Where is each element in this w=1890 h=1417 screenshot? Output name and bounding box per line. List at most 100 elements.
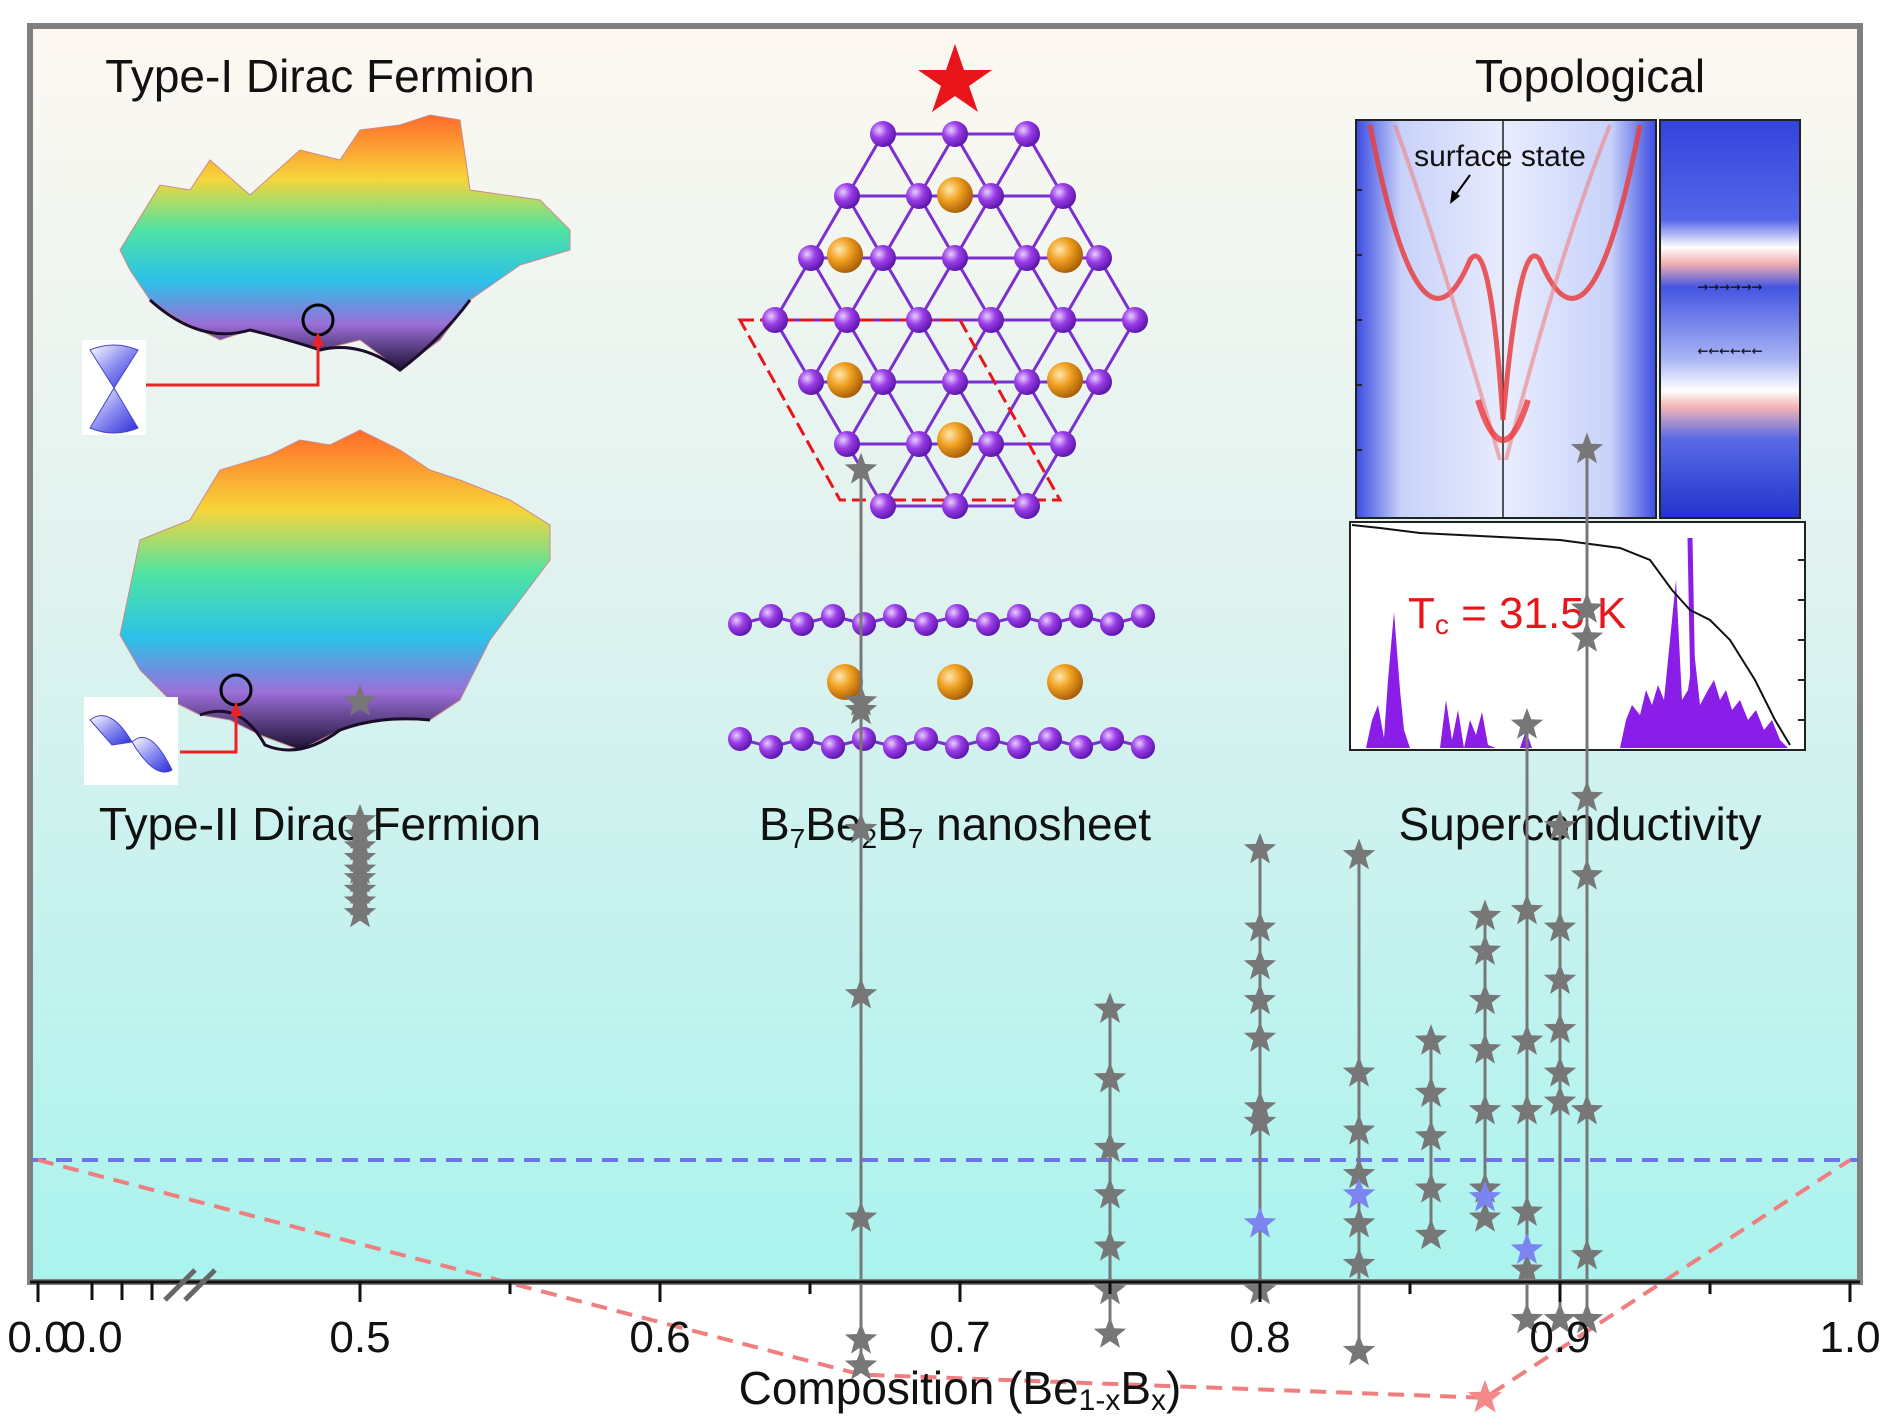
boron-atom bbox=[942, 369, 968, 395]
data-point-star bbox=[1543, 1302, 1577, 1334]
boron-atom bbox=[1131, 735, 1155, 759]
data-point-star bbox=[1342, 1114, 1376, 1145]
type-ii-title: Type-II Dirac Fermion bbox=[99, 798, 541, 850]
x-axis: 0.0 0.0 0.5 0.6 0.7 0.8 0.9 1.0 Composit… bbox=[7, 1268, 1881, 1417]
boron-atom bbox=[1007, 735, 1031, 759]
beryllium-atom bbox=[937, 422, 973, 458]
data-point-star bbox=[343, 684, 377, 716]
boron-atom bbox=[942, 493, 968, 519]
boron-atom bbox=[1007, 604, 1031, 628]
x-axis-title: Composition (Be1-xBx) bbox=[739, 1362, 1182, 1417]
data-point-star bbox=[1414, 1218, 1448, 1250]
data-point-star bbox=[1543, 1085, 1577, 1116]
data-point-star bbox=[1093, 1317, 1127, 1348]
spectral-peak bbox=[1687, 537, 1697, 749]
type-i-cone-icon bbox=[82, 340, 146, 435]
beryllium-atom bbox=[1047, 664, 1083, 700]
data-point-star bbox=[844, 693, 878, 725]
data-point-star bbox=[1570, 592, 1604, 623]
boron-atom bbox=[798, 245, 824, 271]
data-point-star bbox=[1570, 432, 1604, 464]
boron-atom bbox=[790, 612, 814, 636]
data-point-star bbox=[1414, 1172, 1448, 1203]
beryllium-atom bbox=[827, 664, 863, 700]
topological-title: Topological bbox=[1475, 50, 1705, 102]
data-point-star bbox=[1510, 1302, 1544, 1334]
boron-atom bbox=[834, 307, 860, 333]
topo-panel: Topological surface state →→→→→→ ←←←←←← bbox=[1349, 50, 1806, 850]
boron-atom bbox=[1086, 369, 1112, 395]
data-point-star bbox=[1342, 1206, 1376, 1238]
boron-atom bbox=[834, 183, 860, 209]
data-point-star bbox=[1510, 1195, 1544, 1226]
boron-atom bbox=[914, 727, 938, 751]
data-point-star bbox=[1093, 1177, 1127, 1209]
boron-atom bbox=[759, 604, 783, 628]
data-point-star bbox=[1243, 1021, 1277, 1052]
beryllium-atom bbox=[937, 177, 973, 213]
boron-atom bbox=[870, 121, 896, 147]
band-structure-image bbox=[1355, 119, 1657, 519]
boron-atom bbox=[1050, 183, 1076, 209]
data-point-star bbox=[1243, 948, 1277, 980]
spin-texture-image: →→→→→→ ←←←←←← bbox=[1659, 119, 1801, 519]
data-point-star bbox=[1570, 1238, 1604, 1270]
data-point-star bbox=[844, 812, 878, 844]
beryllium-atom bbox=[1047, 362, 1083, 398]
type-ii-pointer bbox=[180, 706, 238, 754]
data-point-star bbox=[1243, 1105, 1277, 1137]
data-point-star bbox=[1570, 1302, 1604, 1334]
data-point-star bbox=[1543, 963, 1577, 994]
boron-atom bbox=[1086, 245, 1112, 271]
ground-state-point-star bbox=[1467, 1379, 1503, 1413]
data-point-star bbox=[1510, 1024, 1544, 1055]
boron-atom bbox=[1069, 604, 1093, 628]
data-point-star bbox=[844, 1348, 878, 1380]
boron-atom bbox=[906, 431, 932, 457]
data-point-star bbox=[1342, 838, 1376, 870]
data-point-star bbox=[1342, 1157, 1376, 1189]
x-tick-label: 0.8 bbox=[1229, 1313, 1290, 1362]
boron-atom bbox=[870, 493, 896, 519]
boron-atom bbox=[906, 183, 932, 209]
boron-atom bbox=[978, 307, 1004, 333]
svg-text:←←←←←←: ←←←←←← bbox=[1697, 340, 1762, 361]
boron-atom bbox=[852, 727, 876, 751]
arrow-up-icon bbox=[230, 702, 242, 716]
boron-atom bbox=[945, 604, 969, 628]
boron-atom bbox=[1122, 307, 1148, 333]
unit-cell-outline bbox=[737, 318, 1063, 502]
data-point-star bbox=[1414, 1119, 1448, 1151]
data-point-star bbox=[1093, 1131, 1127, 1163]
boron-atom bbox=[942, 245, 968, 271]
boron-atom bbox=[906, 307, 932, 333]
boron-atom bbox=[870, 245, 896, 271]
data-point-star bbox=[844, 1201, 878, 1232]
data-point-star bbox=[844, 1322, 878, 1354]
boron-atom bbox=[1014, 121, 1040, 147]
type-ii-cone-icon bbox=[84, 697, 178, 785]
boron-atom bbox=[1014, 245, 1040, 271]
data-point-star bbox=[1243, 983, 1277, 1015]
boron-atom bbox=[1038, 727, 1062, 751]
boron-atom bbox=[728, 612, 752, 636]
data-point-star bbox=[1342, 1247, 1376, 1279]
beryllium-atom bbox=[1047, 237, 1083, 273]
boron-atom bbox=[1014, 369, 1040, 395]
boron-atom bbox=[1038, 612, 1062, 636]
boron-atom bbox=[1050, 431, 1076, 457]
arrow-up-icon bbox=[312, 332, 324, 346]
dirac-panel: Type-I Dirac Fermion Type-II Dirac Fermi… bbox=[82, 50, 571, 850]
boron-atom bbox=[883, 604, 907, 628]
boron-atom bbox=[759, 735, 783, 759]
data-point-star bbox=[1510, 893, 1544, 925]
type-i-pointer bbox=[130, 336, 320, 387]
beryllium-atom bbox=[827, 362, 863, 398]
type-i-valley-shadow bbox=[148, 298, 472, 372]
data-point-star bbox=[1468, 934, 1502, 965]
data-point-star bbox=[1543, 911, 1577, 942]
stability-star-icon bbox=[918, 44, 992, 112]
boron-atom bbox=[942, 121, 968, 147]
data-point-star bbox=[1510, 708, 1544, 739]
